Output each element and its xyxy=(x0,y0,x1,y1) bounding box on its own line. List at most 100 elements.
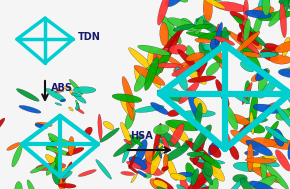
Ellipse shape xyxy=(289,5,290,34)
Ellipse shape xyxy=(214,24,220,55)
Ellipse shape xyxy=(52,166,60,185)
Ellipse shape xyxy=(203,0,225,9)
Ellipse shape xyxy=(155,178,173,189)
Ellipse shape xyxy=(196,19,222,35)
Ellipse shape xyxy=(194,98,207,114)
Ellipse shape xyxy=(193,133,206,165)
Ellipse shape xyxy=(168,109,180,117)
Ellipse shape xyxy=(163,154,168,167)
Ellipse shape xyxy=(160,15,181,44)
Ellipse shape xyxy=(282,37,290,56)
Ellipse shape xyxy=(137,171,147,177)
Ellipse shape xyxy=(84,127,92,137)
Ellipse shape xyxy=(233,174,247,183)
Ellipse shape xyxy=(243,0,249,22)
Ellipse shape xyxy=(164,145,189,161)
Ellipse shape xyxy=(186,140,212,160)
Ellipse shape xyxy=(153,123,162,160)
Ellipse shape xyxy=(202,168,213,185)
Ellipse shape xyxy=(204,158,225,181)
Ellipse shape xyxy=(182,187,209,189)
Ellipse shape xyxy=(206,62,220,75)
Ellipse shape xyxy=(143,174,151,178)
Ellipse shape xyxy=(96,160,112,179)
Ellipse shape xyxy=(197,57,207,77)
Ellipse shape xyxy=(251,34,266,46)
Ellipse shape xyxy=(224,132,232,150)
Ellipse shape xyxy=(242,82,252,105)
Ellipse shape xyxy=(203,0,213,22)
Ellipse shape xyxy=(69,79,83,95)
Ellipse shape xyxy=(213,0,243,1)
Ellipse shape xyxy=(68,136,74,156)
Ellipse shape xyxy=(124,139,132,145)
Ellipse shape xyxy=(253,186,259,189)
Ellipse shape xyxy=(129,156,147,170)
Ellipse shape xyxy=(48,133,62,144)
Ellipse shape xyxy=(76,100,80,110)
Ellipse shape xyxy=(186,32,221,39)
Ellipse shape xyxy=(269,46,276,61)
Ellipse shape xyxy=(273,129,284,146)
Ellipse shape xyxy=(167,18,199,31)
Ellipse shape xyxy=(258,68,269,92)
Ellipse shape xyxy=(76,103,79,110)
Ellipse shape xyxy=(240,38,259,54)
Ellipse shape xyxy=(209,145,221,158)
Ellipse shape xyxy=(168,122,189,142)
Ellipse shape xyxy=(275,105,290,130)
Ellipse shape xyxy=(59,183,76,188)
Ellipse shape xyxy=(180,138,193,151)
Ellipse shape xyxy=(188,76,216,83)
Ellipse shape xyxy=(145,149,155,164)
Ellipse shape xyxy=(230,11,249,23)
Ellipse shape xyxy=(255,52,277,58)
Ellipse shape xyxy=(210,31,221,50)
Ellipse shape xyxy=(157,0,170,25)
Ellipse shape xyxy=(260,50,278,61)
Ellipse shape xyxy=(180,110,215,117)
Ellipse shape xyxy=(187,152,205,157)
Ellipse shape xyxy=(161,163,168,174)
Ellipse shape xyxy=(121,122,133,148)
Ellipse shape xyxy=(179,82,199,104)
Ellipse shape xyxy=(152,146,163,160)
Ellipse shape xyxy=(199,43,207,66)
Ellipse shape xyxy=(46,88,66,101)
Ellipse shape xyxy=(72,92,86,103)
Ellipse shape xyxy=(186,163,198,187)
Ellipse shape xyxy=(264,43,280,51)
Ellipse shape xyxy=(186,53,205,61)
Ellipse shape xyxy=(183,65,206,84)
Ellipse shape xyxy=(98,114,102,140)
Ellipse shape xyxy=(177,49,200,72)
Ellipse shape xyxy=(12,145,22,167)
Ellipse shape xyxy=(194,15,210,26)
Ellipse shape xyxy=(149,63,183,68)
Ellipse shape xyxy=(192,125,212,151)
Ellipse shape xyxy=(261,158,277,164)
Ellipse shape xyxy=(112,94,142,102)
Ellipse shape xyxy=(249,181,274,189)
Ellipse shape xyxy=(148,47,154,65)
Ellipse shape xyxy=(276,109,290,120)
Ellipse shape xyxy=(27,180,38,189)
Ellipse shape xyxy=(202,44,223,51)
Ellipse shape xyxy=(46,146,70,156)
Ellipse shape xyxy=(45,154,68,174)
Ellipse shape xyxy=(266,164,289,189)
Ellipse shape xyxy=(71,93,81,96)
Ellipse shape xyxy=(215,22,222,45)
Ellipse shape xyxy=(153,125,169,135)
Ellipse shape xyxy=(208,140,220,155)
Ellipse shape xyxy=(275,150,290,171)
Ellipse shape xyxy=(164,155,178,181)
Ellipse shape xyxy=(128,165,138,174)
Ellipse shape xyxy=(206,50,223,64)
Ellipse shape xyxy=(257,110,271,120)
Ellipse shape xyxy=(173,58,206,73)
Ellipse shape xyxy=(125,108,135,129)
Ellipse shape xyxy=(255,69,268,81)
Ellipse shape xyxy=(162,136,170,151)
Ellipse shape xyxy=(193,24,213,29)
